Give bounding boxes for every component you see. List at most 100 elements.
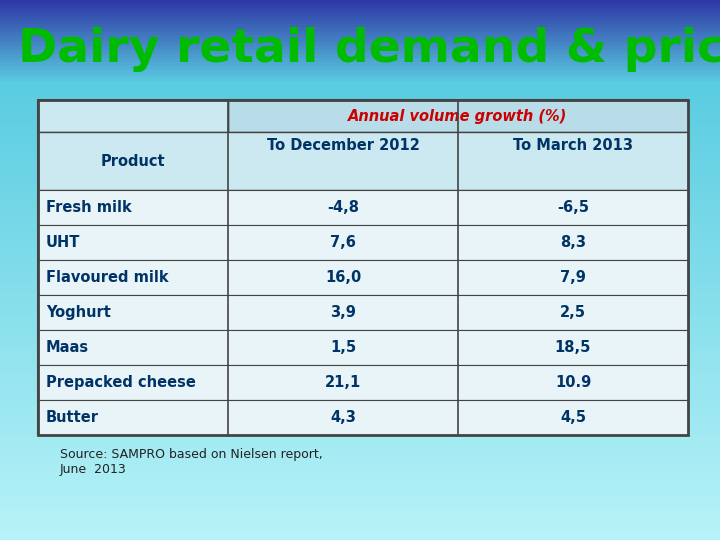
Bar: [0, 502, 720, 505]
Text: To March 2013: To March 2013: [513, 138, 633, 153]
Bar: [0, 532, 720, 535]
Bar: [0, 54, 720, 57]
Bar: [0, 146, 720, 148]
Bar: [0, 424, 720, 427]
Bar: [0, 362, 720, 364]
Text: -4,8: -4,8: [327, 200, 359, 215]
Bar: [38, 100, 688, 435]
Bar: [0, 32, 720, 35]
Bar: [0, 327, 720, 329]
Bar: [0, 267, 720, 270]
Bar: [0, 92, 720, 94]
Bar: [0, 240, 720, 243]
Bar: [0, 521, 720, 524]
Bar: [0, 232, 720, 235]
Bar: [0, 227, 720, 229]
Text: Source: SAMPRO based on Nielsen report,
June  2013: Source: SAMPRO based on Nielsen report, …: [60, 448, 323, 476]
Bar: [0, 113, 720, 116]
Bar: [0, 24, 720, 27]
Text: Prepacked cheese: Prepacked cheese: [46, 375, 196, 390]
Bar: [0, 262, 720, 265]
Bar: [0, 381, 720, 383]
Bar: [0, 151, 720, 154]
Bar: [0, 76, 720, 78]
Bar: [0, 159, 720, 162]
Bar: [0, 14, 720, 16]
Text: UHT: UHT: [46, 235, 81, 250]
Text: To December 2012: To December 2012: [266, 138, 420, 153]
Bar: [0, 5, 720, 8]
Bar: [0, 483, 720, 486]
Bar: [0, 132, 720, 135]
Bar: [0, 200, 720, 202]
Bar: [0, 246, 720, 248]
Bar: [0, 324, 720, 327]
Bar: [0, 65, 720, 68]
Bar: [0, 394, 720, 397]
Bar: [38, 225, 688, 260]
Bar: [0, 284, 720, 286]
Bar: [0, 49, 720, 51]
Bar: [0, 130, 720, 132]
Bar: [0, 383, 720, 386]
Bar: [0, 186, 720, 189]
Bar: [0, 278, 720, 281]
Bar: [0, 22, 720, 24]
Bar: [0, 73, 720, 76]
Text: Maas: Maas: [46, 340, 89, 355]
Bar: [0, 305, 720, 308]
Text: Dairy retail demand & prices: Dairy retail demand & prices: [18, 28, 720, 72]
Bar: [0, 489, 720, 491]
Bar: [0, 346, 720, 348]
Bar: [0, 335, 720, 338]
Bar: [0, 316, 720, 319]
Text: 8,3: 8,3: [560, 235, 586, 250]
Bar: [0, 254, 720, 256]
Text: Product: Product: [101, 153, 166, 168]
Bar: [0, 135, 720, 138]
Bar: [0, 59, 720, 62]
Bar: [0, 518, 720, 521]
Bar: [0, 338, 720, 340]
Bar: [0, 478, 720, 481]
Bar: [0, 446, 720, 448]
Bar: [0, 456, 720, 459]
Bar: [0, 127, 720, 130]
Bar: [0, 516, 720, 518]
Bar: [38, 400, 688, 435]
Bar: [0, 319, 720, 321]
Bar: [0, 194, 720, 197]
Bar: [0, 8, 720, 11]
Bar: [0, 378, 720, 381]
Text: 18,5: 18,5: [555, 340, 591, 355]
Bar: [0, 375, 720, 378]
Text: Yoghurt: Yoghurt: [46, 305, 111, 320]
Bar: [38, 295, 688, 330]
Bar: [0, 294, 720, 297]
Bar: [0, 140, 720, 143]
Bar: [0, 184, 720, 186]
Bar: [0, 154, 720, 157]
Bar: [0, 30, 720, 32]
Bar: [0, 162, 720, 165]
Text: 10.9: 10.9: [555, 375, 591, 390]
Bar: [0, 297, 720, 300]
Bar: [0, 429, 720, 432]
Bar: [0, 248, 720, 251]
Bar: [0, 351, 720, 354]
Bar: [0, 219, 720, 221]
Text: 7,6: 7,6: [330, 235, 356, 250]
Bar: [0, 340, 720, 343]
Text: 21,1: 21,1: [325, 375, 361, 390]
Bar: [0, 116, 720, 119]
Bar: [0, 464, 720, 467]
Bar: [0, 451, 720, 454]
Bar: [0, 289, 720, 292]
Bar: [0, 265, 720, 267]
Bar: [0, 343, 720, 346]
Bar: [0, 230, 720, 232]
Bar: [0, 392, 720, 394]
Bar: [0, 470, 720, 472]
Bar: [0, 505, 720, 508]
Bar: [0, 197, 720, 200]
